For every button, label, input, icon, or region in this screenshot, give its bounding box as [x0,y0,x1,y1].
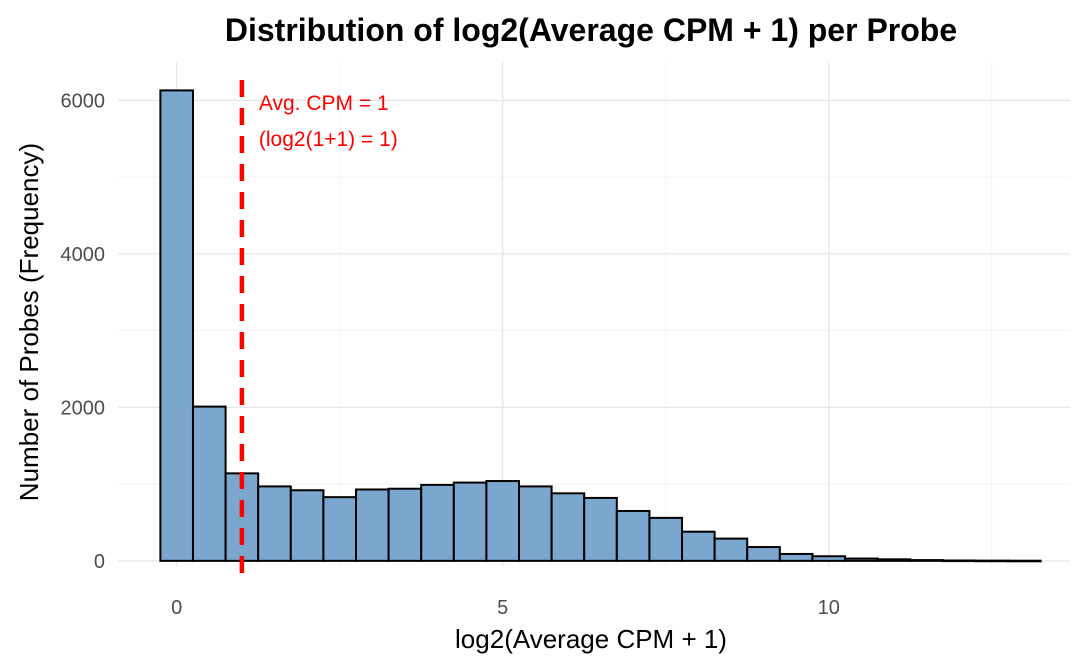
histogram-bar [485,480,521,562]
histogram-bar [615,509,651,562]
histogram-bar [811,555,847,562]
histogram-bar [876,558,912,562]
histogram-bar [974,559,1010,563]
histogram-bar [583,496,618,562]
histogram-bar [941,559,977,563]
x-tick-label: 10 [818,597,840,619]
histogram-bar [648,516,684,562]
tick-labels: 0 2000 4000 6000 0 5 10 [61,90,840,619]
histogram-bar [257,485,292,562]
histogram-bar [355,488,390,562]
histogram-bar [159,89,194,562]
histogram-bar [844,557,879,562]
chart-title: Distribution of log2(Average CPM + 1) pe… [225,12,957,48]
histogram-bar [746,546,781,562]
histogram-bars [159,89,1042,563]
y-tick-label: 4000 [61,244,106,266]
x-axis-title: log2(Average CPM + 1) [455,624,727,654]
x-tick-label: 5 [497,597,508,619]
histogram-bar [518,485,553,562]
histogram-bar [322,496,357,562]
y-axis-title: Number of Probes (Frequency) [14,143,44,501]
reference-annotation: (log2(1+1) = 1) [259,128,398,151]
reference-annotation: Avg. CPM = 1 [259,92,389,115]
histogram-bar [289,489,325,562]
histogram-bar [387,487,423,562]
histogram-bar [550,492,586,562]
histogram-bar [713,537,749,562]
x-tick-label: 0 [171,597,182,619]
histogram-bar [1007,559,1042,563]
histogram-bar [778,552,814,562]
y-tick-label: 0 [94,551,105,573]
annotation-layer: Avg. CPM = 1 (log2(1+1) = 1) [259,92,398,151]
histogram-bar [191,405,227,562]
y-tick-label: 6000 [61,90,106,112]
y-tick-label: 2000 [61,397,106,419]
histogram-bar [681,530,716,562]
histogram-bar [452,481,488,562]
histogram-bar [909,559,944,562]
histogram-bar [420,483,455,562]
